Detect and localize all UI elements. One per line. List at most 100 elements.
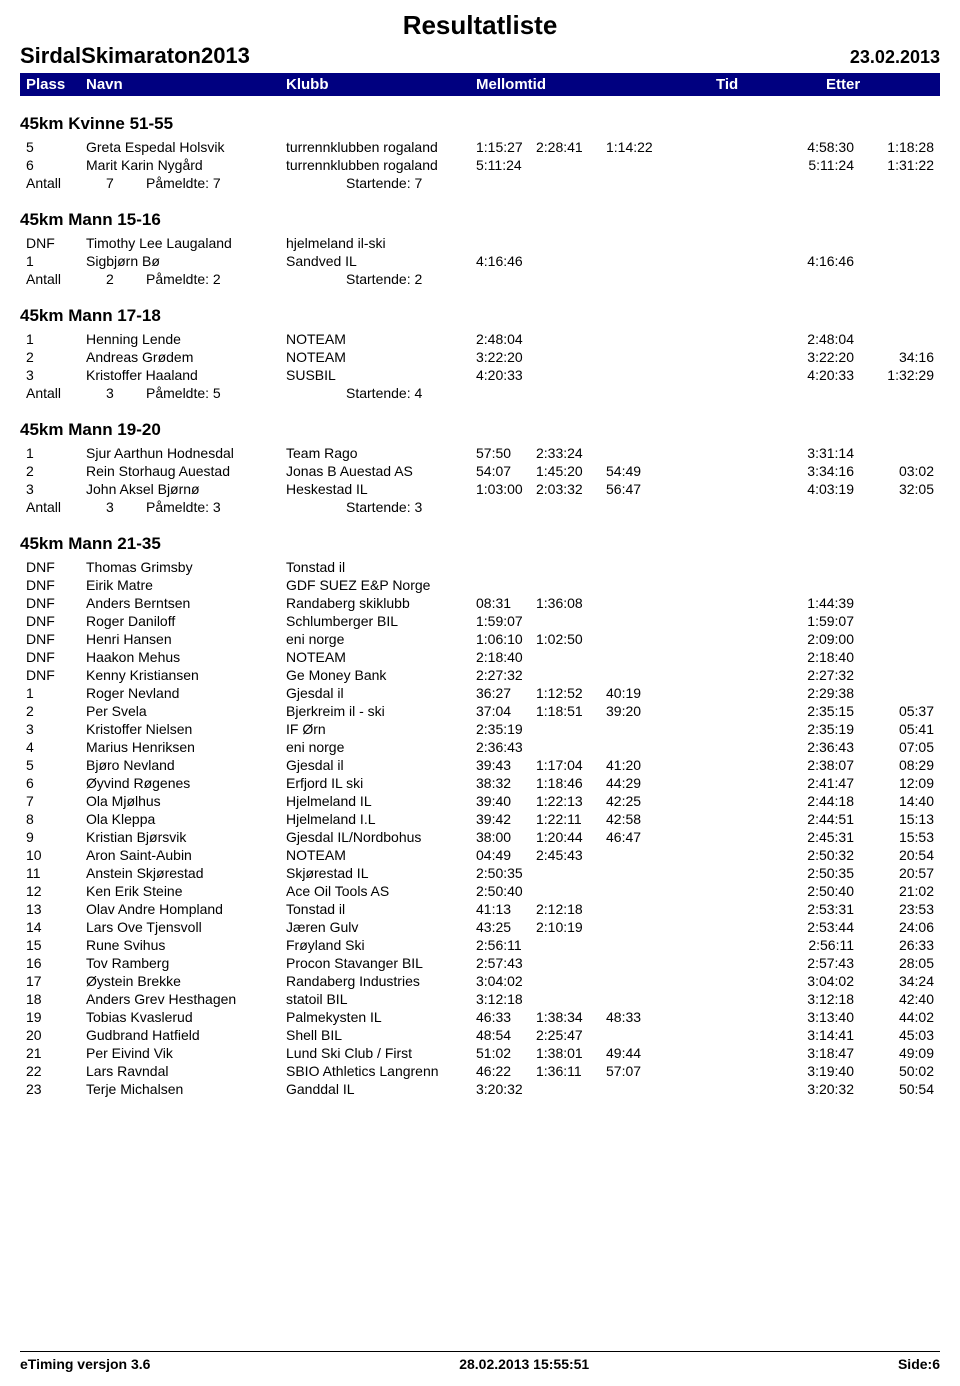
- cell-plass: DNF: [26, 631, 86, 647]
- cell-m2: 1:20:44: [536, 829, 606, 845]
- cell-m3: [606, 349, 666, 365]
- cell-m3: [606, 367, 666, 383]
- footer-left: eTiming versjon 3.6: [20, 1356, 150, 1372]
- cell-klubb: GDF SUEZ E&P Norge: [286, 577, 476, 593]
- cell-klubb: eni norge: [286, 631, 476, 647]
- result-row: DNFThomas GrimsbyTonstad il: [20, 558, 940, 576]
- cell-m3: [606, 235, 666, 251]
- result-row: 6Øyvind RøgenesErfjord IL ski38:321:18:4…: [20, 774, 940, 792]
- cell-etter: 03:02: [854, 463, 934, 479]
- header-plass: Plass: [26, 76, 86, 93]
- cell-etter: 05:37: [854, 703, 934, 719]
- cell-klubb: Tonstad il: [286, 559, 476, 575]
- cell-plass: 2: [26, 703, 86, 719]
- cell-klubb: NOTEAM: [286, 649, 476, 665]
- cell-klubb: eni norge: [286, 739, 476, 755]
- category-title: 45km Mann 17-18: [20, 306, 940, 326]
- cell-m1: 2:18:40: [476, 649, 536, 665]
- cell-etter: 1:32:29: [854, 367, 934, 383]
- cell-navn: Sjur Aarthun Hodnesdal: [86, 445, 286, 461]
- cell-m1: 41:13: [476, 901, 536, 917]
- cell-etter: 07:05: [854, 739, 934, 755]
- cell-plass: 18: [26, 991, 86, 1007]
- cell-plass: 13: [26, 901, 86, 917]
- cell-navn: Marius Henriksen: [86, 739, 286, 755]
- cell-tid: 4:20:33: [774, 367, 854, 383]
- cell-m2: 1:38:34: [536, 1009, 606, 1025]
- cell-etter: [854, 595, 934, 611]
- cell-klubb: Bjerkreim il - ski: [286, 703, 476, 719]
- cell-klubb: Palmekysten IL: [286, 1009, 476, 1025]
- cell-m1: 39:43: [476, 757, 536, 773]
- cell-m2: 2:10:19: [536, 919, 606, 935]
- cell-plass: 21: [26, 1045, 86, 1061]
- antall-n: 3: [86, 385, 146, 401]
- cell-tid: [774, 235, 854, 251]
- result-row: 12Ken Erik SteineAce Oil Tools AS2:50:40…: [20, 882, 940, 900]
- pameldte: Påmeldte: 2: [146, 271, 346, 287]
- cell-tid: 3:34:16: [774, 463, 854, 479]
- cell-m3: [606, 883, 666, 899]
- cell-navn: Sigbjørn Bø: [86, 253, 286, 269]
- result-row: 5Bjøro NevlandGjesdal il39:431:17:0441:2…: [20, 756, 940, 774]
- cell-m2: 2:03:32: [536, 481, 606, 497]
- cell-m3: [606, 1027, 666, 1043]
- cell-tid: 2:38:07: [774, 757, 854, 773]
- cell-navn: Henri Hansen: [86, 631, 286, 647]
- cell-klubb: Sandved IL: [286, 253, 476, 269]
- cell-tid: 2:50:35: [774, 865, 854, 881]
- antall-n: 2: [86, 271, 146, 287]
- result-row: 17Øystein BrekkeRandaberg Industries3:04…: [20, 972, 940, 990]
- category-title: 45km Mann 19-20: [20, 420, 940, 440]
- cell-plass: 12: [26, 883, 86, 899]
- cell-m1: 2:56:11: [476, 937, 536, 953]
- result-row: 2Per SvelaBjerkreim il - ski37:041:18:51…: [20, 702, 940, 720]
- cell-m1: 2:50:35: [476, 865, 536, 881]
- cell-plass: DNF: [26, 559, 86, 575]
- cell-m3: 40:19: [606, 685, 666, 701]
- cell-navn: Haakon Mehus: [86, 649, 286, 665]
- cell-klubb: statoil BIL: [286, 991, 476, 1007]
- result-row: 1Sigbjørn BøSandved IL4:16:464:16:46: [20, 252, 940, 270]
- cell-tid: 3:18:47: [774, 1045, 854, 1061]
- header-mellomtid: Mellomtid: [476, 76, 666, 93]
- cell-navn: Terje Michalsen: [86, 1081, 286, 1097]
- cell-plass: 14: [26, 919, 86, 935]
- antall-row: Antall3Påmeldte: 5Startende: 4: [20, 384, 940, 402]
- cell-m1: 04:49: [476, 847, 536, 863]
- antall-row: Antall3Påmeldte: 3Startende: 3: [20, 498, 940, 516]
- cell-m2: 1:17:04: [536, 757, 606, 773]
- cell-m3: 39:20: [606, 703, 666, 719]
- result-row: 1Sjur Aarthun HodnesdalTeam Rago57:502:3…: [20, 444, 940, 462]
- cell-tid: 2:41:47: [774, 775, 854, 791]
- cell-tid: 2:35:19: [774, 721, 854, 737]
- cell-etter: 12:09: [854, 775, 934, 791]
- cell-navn: Tov Ramberg: [86, 955, 286, 971]
- cell-m2: [536, 973, 606, 989]
- cell-m3: 42:58: [606, 811, 666, 827]
- cell-m3: [606, 919, 666, 935]
- cell-m2: 1:36:11: [536, 1063, 606, 1079]
- cell-tid: 2:27:32: [774, 667, 854, 683]
- cell-m2: [536, 235, 606, 251]
- cell-m1: 1:06:10: [476, 631, 536, 647]
- cell-navn: Gudbrand Hatfield: [86, 1027, 286, 1043]
- cell-plass: 10: [26, 847, 86, 863]
- cell-tid: 1:59:07: [774, 613, 854, 629]
- result-row: 4Marius Henrikseneni norge2:36:432:36:43…: [20, 738, 940, 756]
- cell-m1: 36:27: [476, 685, 536, 701]
- cell-etter: 49:09: [854, 1045, 934, 1061]
- cell-tid: 2:09:00: [774, 631, 854, 647]
- cell-m2: [536, 667, 606, 683]
- result-row: 14Lars Ove TjensvollJæren Gulv43:252:10:…: [20, 918, 940, 936]
- cell-tid: 3:04:02: [774, 973, 854, 989]
- cell-m3: [606, 739, 666, 755]
- result-row: DNFTimothy Lee Laugalandhjelmeland il-sk…: [20, 234, 940, 252]
- cell-etter: [854, 331, 934, 347]
- cell-plass: 1: [26, 445, 86, 461]
- footer-right: Side:6: [898, 1356, 940, 1372]
- cell-klubb: SBIO Athletics Langrenn: [286, 1063, 476, 1079]
- cell-tid: 2:53:44: [774, 919, 854, 935]
- cell-m2: [536, 721, 606, 737]
- cell-m3: 48:33: [606, 1009, 666, 1025]
